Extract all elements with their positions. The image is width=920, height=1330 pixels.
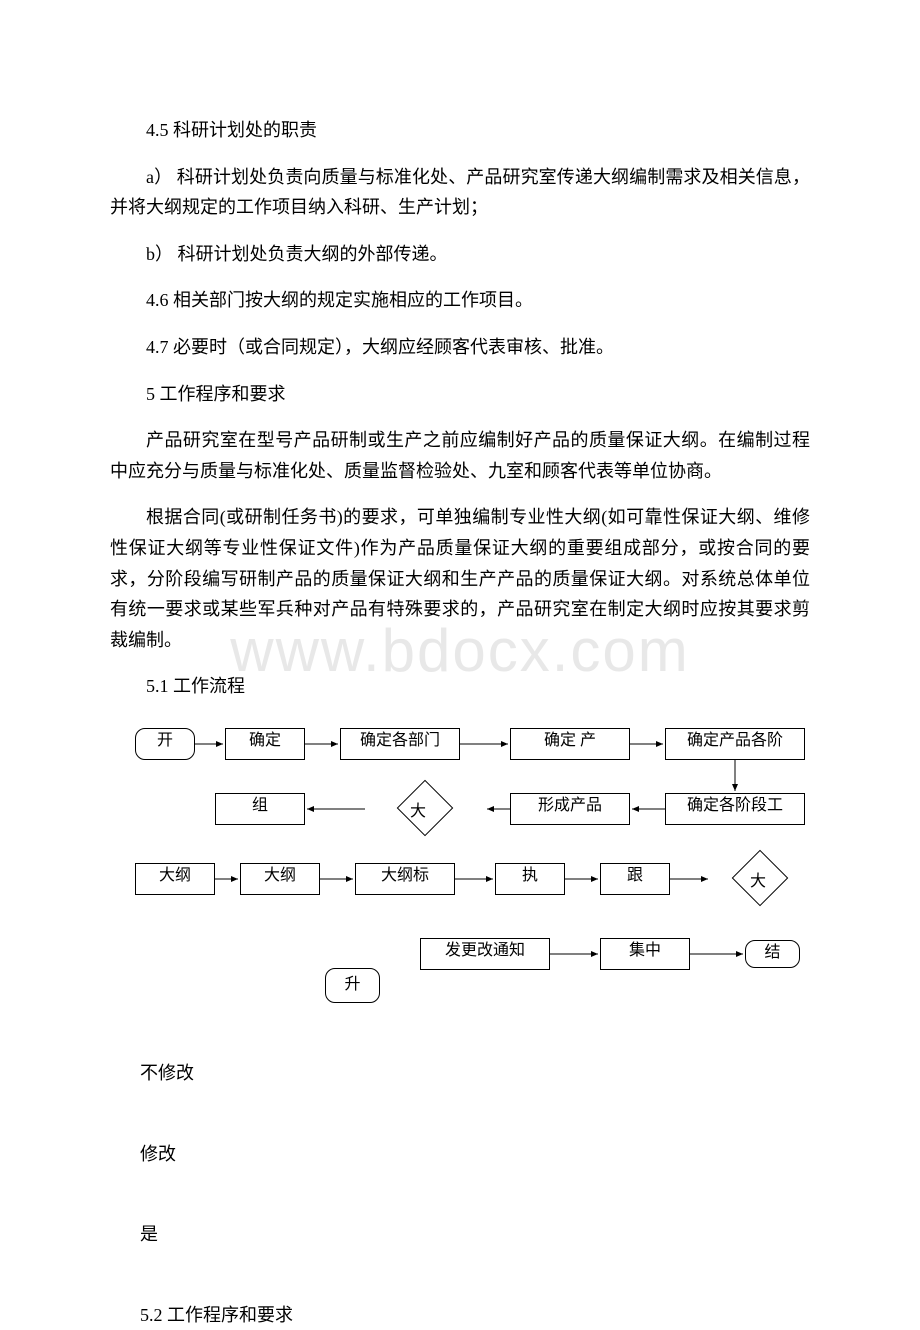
node-upgrade: 升 xyxy=(325,968,380,1003)
para-5: 5 工作程序和要求 xyxy=(110,379,810,410)
node-determine-dept: 确定各部门 xyxy=(340,728,460,760)
node-outline-2: 大纲 xyxy=(240,863,320,895)
trail-labels: 不修改 修改 是 5.2 工作程序和要求 xyxy=(140,1058,810,1330)
workflow-flowchart: 开 确定 确定各部门 确定 产 确定产品各阶 确定各阶段工 形成产品 大 组 大… xyxy=(110,718,810,1038)
node-determine: 确定 xyxy=(225,728,305,760)
para-b: b） 科研计划处负责大纲的外部传递。 xyxy=(110,239,810,270)
node-determine-phase: 确定产品各阶 xyxy=(665,728,805,760)
node-determine-product: 确定 产 xyxy=(510,728,630,760)
label-yes: 是 xyxy=(140,1219,810,1250)
node-collect: 集中 xyxy=(600,938,690,970)
node-end: 结 xyxy=(745,940,800,968)
para-a: a） 科研计划处负责向质量与标准化处、产品研究室传递大纲编制需求及相关信息，并将… xyxy=(110,162,810,223)
para-5-body-1: 产品研究室在型号产品研制或生产之前应编制好产品的质量保证大纲。在编制过程中应充分… xyxy=(110,425,810,486)
node-follow: 跟 xyxy=(600,863,670,895)
flowchart-arrows xyxy=(110,718,810,1038)
para-4-5: 4.5 科研计划处的职责 xyxy=(110,115,810,146)
label-no-modify: 不修改 xyxy=(140,1058,810,1089)
node-execute: 执 xyxy=(495,863,565,895)
decision-outline xyxy=(365,783,485,833)
para-4-7: 4.7 必要时（或合同规定），大纲应经顾客代表审核、批准。 xyxy=(110,332,810,363)
node-outline-1: 大纲 xyxy=(135,863,215,895)
node-start: 开 xyxy=(135,728,195,760)
label-modify: 修改 xyxy=(140,1139,810,1170)
para-5-2: 5.2 工作程序和要求 xyxy=(140,1300,810,1330)
para-5-1: 5.1 工作流程 xyxy=(110,671,810,702)
node-outline-mark: 大纲标 xyxy=(355,863,455,895)
node-phase-work: 确定各阶段工 xyxy=(665,793,805,825)
para-4-6: 4.6 相关部门按大纲的规定实施相应的工作项目。 xyxy=(110,285,810,316)
node-form-product: 形成产品 xyxy=(510,793,630,825)
para-5-body-2: 根据合同(或研制任务书)的要求，可单独编制专业性大纲(如可靠性保证大纲、维修性保… xyxy=(110,502,810,655)
decision-dagang xyxy=(710,853,810,903)
node-group: 组 xyxy=(215,793,305,825)
document-body: 4.5 科研计划处的职责 a） 科研计划处负责向质量与标准化处、产品研究室传递大… xyxy=(0,0,920,1330)
node-change-notice: 发更改通知 xyxy=(420,938,550,970)
